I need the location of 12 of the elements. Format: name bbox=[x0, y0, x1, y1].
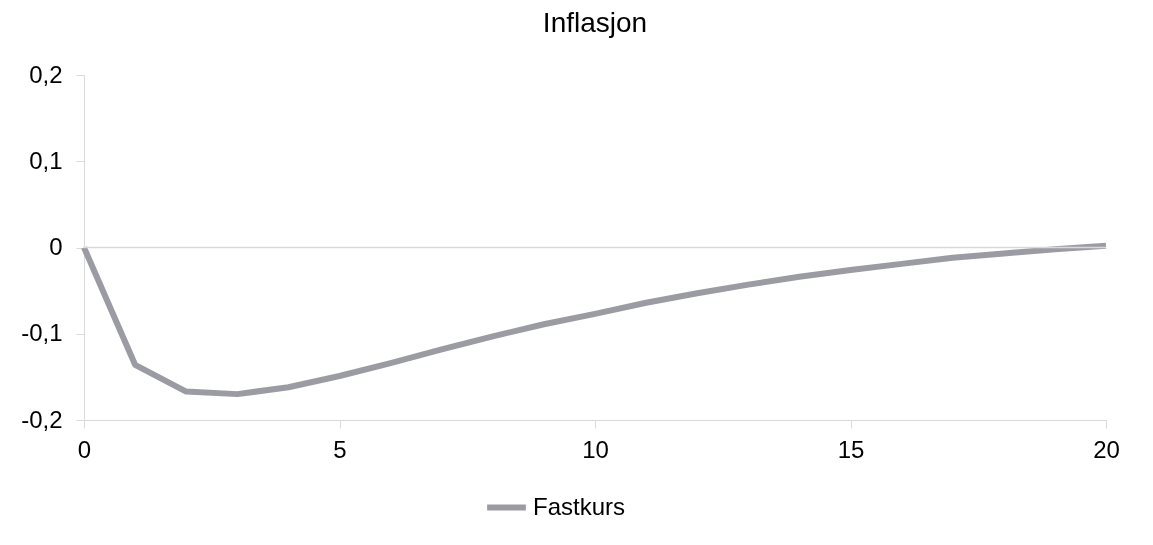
x-tick-label: 10 bbox=[582, 435, 609, 463]
x-tick-label: 15 bbox=[837, 435, 865, 463]
legend-label: Fastkurs bbox=[533, 492, 626, 520]
chart-title: Inflasjon bbox=[542, 7, 648, 38]
y-tick-label: 0,1 bbox=[29, 146, 63, 174]
y-tick-label: 0 bbox=[49, 233, 63, 260]
x-tick-label: 5 bbox=[333, 435, 347, 463]
x-tick-label: 20 bbox=[1093, 435, 1120, 463]
y-tick-label: 0,2 bbox=[29, 60, 63, 88]
y-tick-label: -0,2 bbox=[21, 405, 63, 433]
x-tick-label: 0 bbox=[77, 435, 92, 463]
y-tick-label: -0,1 bbox=[21, 319, 63, 347]
